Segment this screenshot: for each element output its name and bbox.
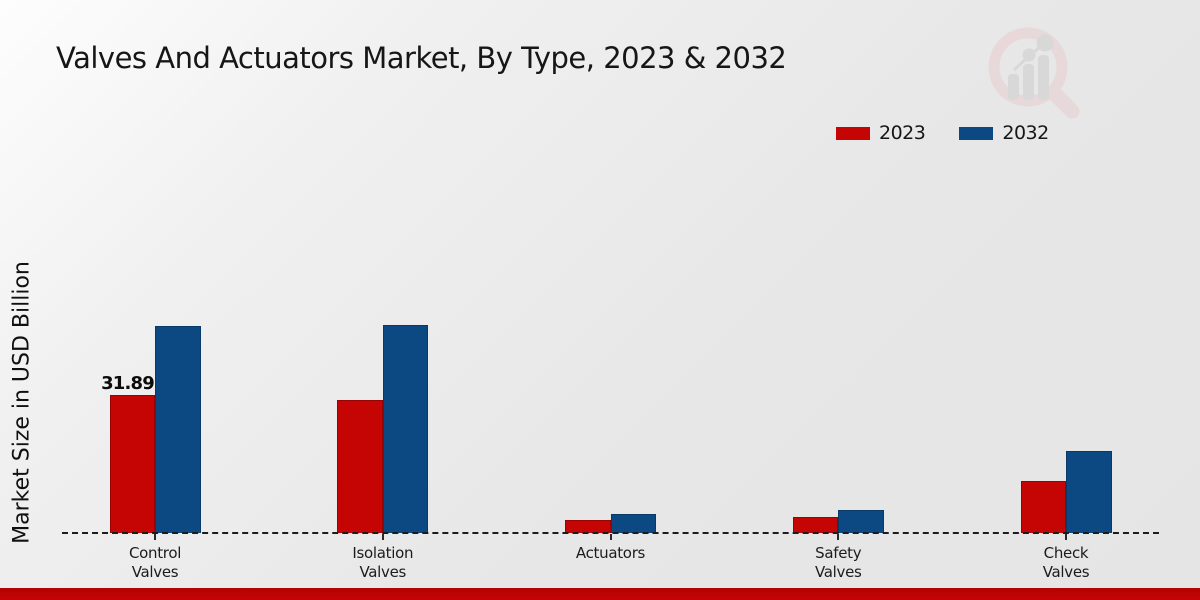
y-axis-title: Market Size in USD Billion [9,261,35,544]
x-axis-category-label-safety-valves: Safety Valves [814,544,862,581]
x-axis-baseline [62,532,1159,534]
x-axis-category-label-control-valves: Control Valves [128,544,182,581]
x-axis-tick [609,534,612,540]
x-axis-category-label-check-valves: Check Valves [1042,544,1090,581]
bar-2023-safety-valves [792,516,839,533]
bar-2032-check-valves [1066,451,1112,533]
x-axis-category-label-actuators: Actuators [575,544,646,562]
bar-2032-safety-valves [838,509,884,533]
bar-2023-check-valves [1020,480,1066,533]
x-axis-tick [837,534,840,540]
bar-2032-isolation-valves [382,325,429,533]
legend-label: 2032 [1002,122,1049,144]
legend-label: 2023 [879,122,926,144]
bar-2023-control-valves [109,394,155,533]
legend-swatch-2032 [959,126,994,140]
data-label-2023-control-valves: 31.89 [101,372,155,394]
x-axis-tick [381,534,384,540]
bar-2023-actuators [565,520,611,533]
legend-item-2032: 2032 [959,122,1049,144]
legend-swatch-2023 [836,126,870,140]
bar-2032-control-valves [155,326,201,533]
bar-2032-actuators [610,513,656,533]
magnifier-bar-chart-logo-icon [988,27,1080,119]
footer-accent-bar [0,588,1200,600]
bar-2023-isolation-valves [337,400,383,533]
x-axis-category-label-isolation-valves: Isolation Valves [352,544,414,581]
legend: 2023 2032 [836,122,1049,144]
x-axis-tick [1065,534,1067,540]
legend-item-2023: 2023 [836,122,926,144]
x-axis-tick [154,534,156,540]
chart-title: Valves And Actuators Market, By Type, 20… [56,41,787,75]
